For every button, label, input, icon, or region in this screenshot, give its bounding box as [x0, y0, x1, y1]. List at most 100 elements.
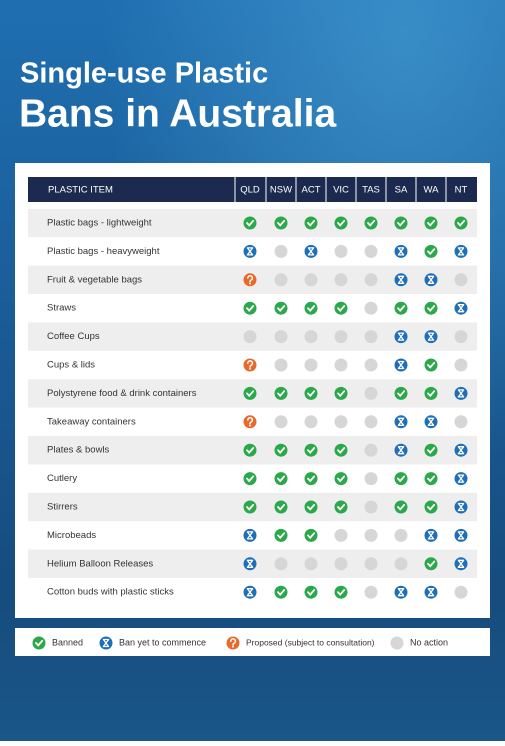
icon-question	[247, 416, 254, 425]
status-icon	[364, 500, 378, 514]
status-icon	[424, 358, 438, 372]
icon-hourglass	[246, 247, 254, 256]
status-icon	[394, 443, 408, 457]
icon-circle	[424, 216, 438, 230]
status-icon	[274, 273, 288, 287]
icon-circle	[243, 472, 257, 486]
icon-circle	[394, 216, 408, 230]
status-icon	[394, 557, 408, 571]
title-line: Bans in Australia	[19, 92, 336, 135]
status-icon	[243, 330, 257, 344]
status-icon	[32, 636, 46, 650]
icon-hourglass	[397, 417, 405, 426]
icon-circle	[243, 443, 257, 457]
icon-check	[427, 219, 436, 227]
status-icon	[304, 330, 318, 344]
status-icon	[274, 216, 288, 230]
icon-circle	[454, 415, 468, 429]
icon-circle	[364, 585, 378, 599]
icon-circle	[304, 443, 318, 457]
icon-circle	[364, 557, 378, 571]
row-label: Polystyrene food & drink containers	[47, 388, 197, 399]
status-icon	[424, 443, 438, 457]
icon-check	[337, 390, 346, 398]
icon-circle	[304, 500, 318, 514]
status-icon	[394, 585, 408, 599]
icon-check	[427, 248, 436, 256]
status-icon	[334, 386, 348, 400]
status-icon	[334, 358, 348, 372]
status-icon	[394, 244, 408, 258]
icon-circle	[334, 443, 348, 457]
status-icon	[334, 415, 348, 429]
icon-check	[337, 447, 346, 454]
icon-hourglass	[457, 389, 465, 398]
status-icon	[274, 358, 288, 372]
status-icon	[424, 273, 438, 287]
icon-circle	[274, 557, 288, 571]
row-label: Plates & bowls	[47, 445, 110, 456]
status-icon	[454, 557, 468, 571]
status-icon	[454, 301, 468, 315]
icon-check	[246, 503, 255, 511]
status-icon	[99, 636, 113, 650]
status-icon	[274, 500, 288, 514]
status-icon	[243, 273, 257, 287]
icon-circle	[243, 216, 257, 230]
status-icon	[334, 443, 348, 457]
status-icon	[304, 443, 318, 457]
status-icon	[304, 557, 318, 571]
status-icon	[454, 386, 468, 400]
icon-circle	[334, 301, 348, 315]
status-icon	[394, 301, 408, 315]
status-icon	[243, 386, 257, 400]
icon-circle	[243, 500, 257, 514]
status-icon	[454, 528, 468, 542]
icon-circle	[394, 500, 408, 514]
icon-circle	[424, 386, 438, 400]
row-label: Coffee Cups	[47, 331, 100, 342]
icon-circle	[454, 358, 468, 372]
status-icon	[424, 216, 438, 230]
icon-circle	[424, 500, 438, 514]
status-icon	[424, 386, 438, 400]
table: PLASTIC ITEM QLD NSW ACT VIC TAS SA WA NT Plastic…	[28, 177, 477, 599]
status-icon	[274, 386, 288, 400]
icon-circle	[394, 301, 408, 315]
status-icon	[243, 244, 257, 258]
icon-circle	[364, 386, 378, 400]
icon-check	[277, 219, 286, 227]
status-icon	[334, 585, 348, 599]
icon-check	[277, 447, 286, 454]
status-icon	[243, 301, 257, 315]
icon-circle	[243, 330, 257, 344]
row-label: Straws	[47, 303, 76, 314]
icon-hourglass	[397, 247, 405, 256]
icon-check	[337, 305, 346, 312]
status-icon	[334, 244, 348, 258]
icon-question-dot	[249, 424, 251, 427]
icon-check	[246, 305, 255, 312]
icon-question-dot	[249, 282, 251, 285]
status-icon	[424, 301, 438, 315]
icon-check	[307, 589, 316, 596]
row-label: Plastic bags - lightweight	[47, 218, 152, 229]
icon-circle	[274, 330, 288, 344]
icon-circle	[334, 557, 348, 571]
status-icon	[226, 636, 240, 650]
status-icon	[394, 216, 408, 230]
icon-check	[337, 503, 346, 511]
status-icon	[394, 330, 408, 344]
icon-circle	[364, 216, 378, 230]
status-icon	[274, 415, 288, 429]
column-header: SA	[395, 185, 408, 196]
icon-circle	[364, 244, 378, 258]
icon-circle	[364, 528, 378, 542]
status-icon	[304, 472, 318, 486]
status-icon	[334, 500, 348, 514]
status-icon	[243, 216, 257, 230]
icon-hourglass	[457, 559, 465, 568]
status-icon	[364, 443, 378, 457]
legend-label: Banned	[52, 637, 83, 647]
status-icon	[454, 330, 468, 344]
